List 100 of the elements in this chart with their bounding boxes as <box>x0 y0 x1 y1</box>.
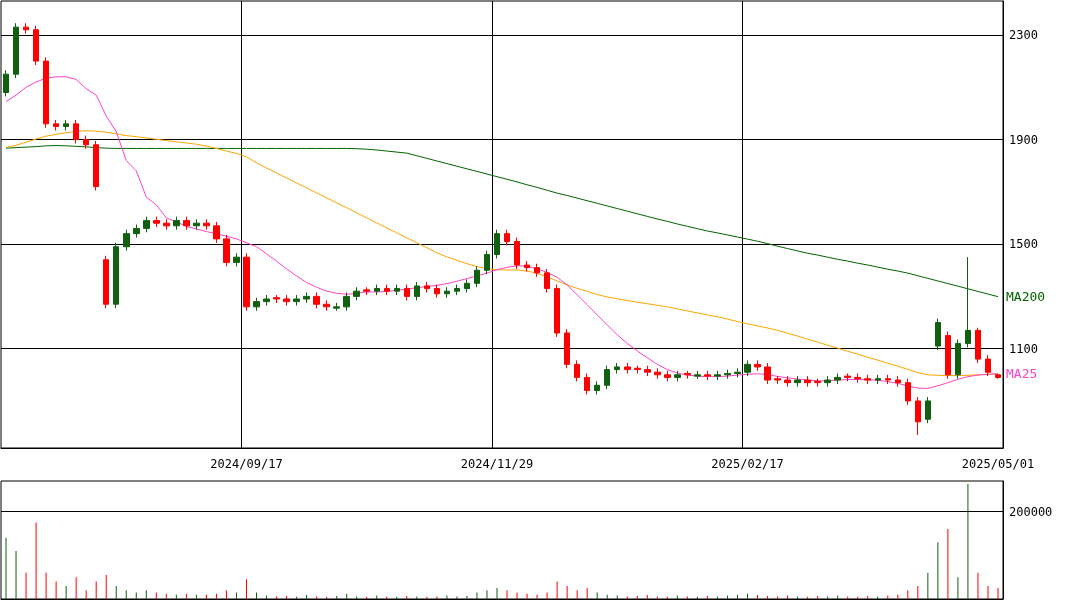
candlestick <box>394 284 400 296</box>
candlestick <box>313 291 320 309</box>
candlestick <box>995 373 1001 380</box>
y-tick-label: 1900 <box>1009 132 1038 147</box>
candlestick <box>734 367 741 378</box>
candlestick <box>13 22 19 79</box>
line-series <box>5 76 999 389</box>
candlestick <box>53 119 59 131</box>
candlestick <box>103 255 109 309</box>
candlestick <box>604 365 610 390</box>
candlestick <box>143 216 150 233</box>
candlestick <box>834 373 841 385</box>
candlestick <box>564 328 570 369</box>
candlestick <box>774 375 781 385</box>
candlestick <box>524 260 530 273</box>
candlestick <box>915 396 921 436</box>
candlestick <box>794 375 801 388</box>
candlestick <box>955 339 961 380</box>
candlestick <box>644 365 651 377</box>
candlestick <box>614 362 620 374</box>
candlestick <box>674 370 681 382</box>
candlestick <box>844 373 851 382</box>
candlestick <box>634 365 641 374</box>
candlestick <box>73 119 79 144</box>
candlestick <box>163 218 170 231</box>
candlestick <box>965 256 971 348</box>
candlestick <box>363 286 370 296</box>
candlestick <box>123 229 130 252</box>
candlestick <box>323 299 330 312</box>
candlestick <box>83 135 89 150</box>
candlestick <box>474 265 480 288</box>
candlestick <box>203 218 210 231</box>
candlestick <box>864 374 871 385</box>
candlestick <box>594 380 600 395</box>
series-label: MA200 <box>1005 289 1046 305</box>
candlestick <box>975 327 981 364</box>
x-tick-label: 2024/09/17 <box>210 457 283 471</box>
candlestick <box>343 291 350 312</box>
line-series <box>5 145 999 298</box>
candlestick <box>33 25 39 66</box>
candlestick <box>684 370 691 380</box>
candlestick <box>43 56 49 129</box>
candlestick <box>895 375 901 388</box>
candlestick <box>494 229 500 259</box>
candlestick <box>754 359 761 372</box>
x-tick-label: 2024/11/29 <box>460 457 534 471</box>
candlestick <box>985 354 991 377</box>
candlestick <box>654 367 661 380</box>
candlestick <box>544 268 550 293</box>
candlestick <box>704 370 711 381</box>
candlestick <box>173 216 180 231</box>
candlestick <box>764 362 771 385</box>
candlestick <box>333 302 340 312</box>
candlestick <box>694 370 701 380</box>
candlestick <box>885 374 891 385</box>
y-tick-label: 2300 <box>1009 27 1038 42</box>
candlestick <box>814 378 821 388</box>
y-tick-label: 200000 <box>1009 504 1053 519</box>
candlestick <box>875 374 881 385</box>
candlestick <box>444 286 450 299</box>
candlestick <box>263 294 270 307</box>
candlestick <box>384 284 390 296</box>
candlestick <box>824 375 831 388</box>
candlestick <box>534 263 540 278</box>
candlestick <box>353 286 360 301</box>
candlestick <box>804 375 811 388</box>
candlestick <box>253 297 260 312</box>
candlestick <box>424 281 430 293</box>
candlestick <box>554 284 560 338</box>
candlestick <box>233 252 240 267</box>
candlestick <box>273 294 280 304</box>
candlestick <box>464 278 470 293</box>
candlestick <box>23 22 29 35</box>
x-tick-label: 2025/02/17 <box>711 457 784 471</box>
candlestick <box>925 396 931 424</box>
candlestick <box>935 318 941 351</box>
candlestick <box>183 216 190 231</box>
candlestick <box>293 294 300 307</box>
candlestick <box>434 284 440 299</box>
candlestick <box>213 221 220 244</box>
candlestick <box>63 119 69 131</box>
candlestick <box>514 237 520 270</box>
candlestick <box>574 359 580 382</box>
candlestick <box>303 291 310 304</box>
candlestick <box>113 242 119 309</box>
candlestick <box>624 362 631 374</box>
candlestick <box>724 369 731 380</box>
candlestick <box>784 375 791 388</box>
candlestick <box>414 281 420 301</box>
y-tick-label: 1500 <box>1009 237 1038 252</box>
series-label: MA25 <box>1005 366 1038 382</box>
candlestick <box>454 284 460 296</box>
candlestick <box>714 370 721 381</box>
candlestick <box>243 252 250 312</box>
candlestick <box>3 69 9 97</box>
candlestick <box>854 373 861 384</box>
candlestick <box>153 216 160 228</box>
x-tick-label: 2025/05/01 <box>961 457 1035 471</box>
candlestick <box>504 229 510 246</box>
candlestick <box>283 294 290 307</box>
